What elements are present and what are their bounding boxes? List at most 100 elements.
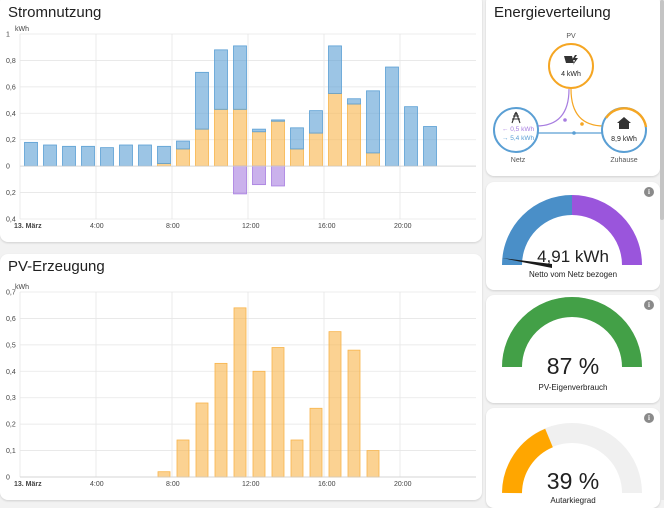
x-tick-label: 13. März	[14, 223, 42, 230]
bar-pv[interactable]	[366, 450, 380, 478]
bar-pv[interactable]	[176, 439, 190, 478]
bar-netz-bezogen[interactable]	[252, 128, 266, 133]
bar-netz-bezogen[interactable]	[214, 49, 228, 110]
bar-pv[interactable]	[309, 407, 323, 478]
gauge-label: Autarkiegrad	[550, 496, 596, 505]
gauge-needle	[502, 258, 552, 268]
bar-pv[interactable]	[252, 370, 266, 478]
bar-netz-bezogen[interactable]	[62, 145, 76, 167]
bar-netz-bezogen[interactable]	[404, 106, 418, 167]
bar-netz-bezogen[interactable]	[43, 144, 57, 167]
bar-netz-bezogen[interactable]	[119, 144, 133, 167]
gauge-value: 39 %	[546, 468, 600, 494]
bar-ins-netz-eingespeist[interactable]	[271, 165, 285, 187]
zuhause-node-value: 8,9 kWh	[611, 136, 637, 143]
x-tick-label: 8:00	[166, 223, 180, 230]
gauge-arc-value	[502, 297, 642, 368]
netz-node	[493, 107, 539, 153]
stromnutzung-card: Stromnutzung 1 0,8 0,6 0,4 0,2 0 0,2 0,4 kWh 13. …	[0, 0, 482, 242]
bar-pv[interactable]	[252, 131, 266, 167]
pv-erzeugung-chart[interactable]: 0,7 0,6 0,5 0,4 0,3 0,2 0,1 0 kWh 13. März 4:00 8:0…	[0, 254, 482, 500]
bar-netz-bezogen[interactable]	[271, 119, 285, 122]
netz-node-label: Netz	[511, 157, 526, 164]
energieverteilung-card: Energieverteilung PV 4 kWh ← 0,5 kWh → 5…	[486, 0, 660, 176]
gauge-arc-value	[502, 428, 554, 494]
y-axis-unit: kWh	[15, 284, 29, 291]
y-tick-label: 0,2	[6, 190, 16, 197]
bar-pv[interactable]	[157, 471, 171, 478]
x-tick-label: 16:00	[318, 223, 336, 230]
bar-netz-bezogen[interactable]	[328, 45, 342, 94]
autarkie-gauge	[502, 423, 642, 494]
bar-pv[interactable]	[195, 402, 209, 478]
bar-netz-bezogen[interactable]	[385, 66, 399, 167]
page-scrollbar[interactable]	[660, 0, 664, 500]
bar-netz-bezogen[interactable]	[195, 71, 209, 130]
gauge-card-eigenverbrauch: i 87 % PV-Eigenverbrauch	[486, 295, 660, 403]
bar-pv[interactable]	[290, 148, 304, 167]
stromnutzung-chart[interactable]: 1 0,8 0,6 0,4 0,2 0 0,2 0,4 kWh 13. März 4:00 8:00 1…	[0, 0, 482, 242]
gauge-arc-left	[502, 195, 573, 266]
pv-erzeugung-title: PV-Erzeugung	[8, 258, 105, 275]
info-icon[interactable]: i	[644, 413, 654, 423]
bar-ins-netz-eingespeist[interactable]	[252, 165, 266, 186]
bar-pv[interactable]	[214, 362, 228, 478]
x-tick-label: 20:00	[394, 223, 412, 230]
pv-node	[548, 43, 594, 89]
gauge-label: PV-Eigenverbrauch	[538, 383, 608, 392]
info-icon[interactable]: i	[644, 300, 654, 310]
bar-netz-bezogen[interactable]	[24, 141, 38, 167]
x-tick-label: 20:00	[394, 481, 412, 488]
x-tick-label: 12:00	[242, 481, 260, 488]
bar-pv[interactable]	[233, 307, 247, 478]
bar-pv[interactable]	[195, 128, 209, 167]
bar-netz-bezogen[interactable]	[347, 98, 361, 105]
netz-export-value: ← 0,5 kWh	[502, 126, 535, 133]
bar-pv[interactable]	[328, 331, 342, 478]
y-tick-label: 0,8	[6, 58, 16, 65]
scrollbar-thumb[interactable]	[660, 0, 664, 220]
y-axis-unit: kWh	[15, 26, 29, 33]
y-tick-label: 0,2	[6, 137, 16, 144]
gauge-label: Netto vom Netz bezogen	[528, 270, 618, 279]
bar-pv[interactable]	[328, 93, 342, 167]
pv-erzeugung-card: PV-Erzeugung 0,7 0,6 0,5 0,4 0,3 0,2 0,1 0 kWh 13…	[0, 254, 482, 500]
power-tower-icon	[511, 111, 521, 124]
bar-pv[interactable]	[366, 152, 380, 167]
bar-netz-bezogen[interactable]	[157, 145, 171, 164]
bar-netz-bezogen[interactable]	[138, 144, 152, 167]
y-tick-label: 0,5	[6, 342, 16, 349]
bar-pv[interactable]	[290, 439, 304, 478]
y-tick-label: 0,7	[6, 290, 16, 297]
bar-pv[interactable]	[347, 349, 361, 478]
bar-pv[interactable]	[214, 108, 228, 167]
bar-pv[interactable]	[176, 148, 190, 167]
y-tick-label: 0	[6, 164, 10, 171]
flow-pv-grid	[535, 88, 570, 127]
flow-dot-3	[572, 131, 576, 135]
bar-pv[interactable]	[271, 347, 285, 478]
bar-netz-bezogen[interactable]	[290, 127, 304, 150]
bar-pv[interactable]	[271, 120, 285, 167]
bar-ins-netz-eingespeist[interactable]	[233, 165, 247, 195]
home-icon	[617, 117, 631, 129]
bar-pv[interactable]	[309, 132, 323, 167]
flow-dot-1	[563, 118, 567, 122]
bar-pv[interactable]	[347, 103, 361, 167]
y-tick-label: 0,4	[6, 369, 16, 376]
bar-netz-bezogen[interactable]	[309, 110, 323, 134]
netz-import-value: → 5,4 kWh	[502, 135, 535, 142]
gauge-card-netto: i 4,91 kWh Netto vom Netz bezogen	[486, 182, 660, 290]
netto-gauge	[502, 195, 642, 268]
bar-pv[interactable]	[233, 108, 247, 167]
y-tick-label: 0,4	[6, 111, 16, 118]
info-icon[interactable]: i	[644, 187, 654, 197]
bar-netz-bezogen[interactable]	[366, 90, 380, 154]
eigenverbrauch-gauge	[502, 297, 642, 368]
bar-netz-bezogen[interactable]	[81, 145, 95, 167]
bar-netz-bezogen[interactable]	[233, 45, 247, 110]
bar-netz-bezogen[interactable]	[176, 140, 190, 150]
bar-netz-bezogen[interactable]	[423, 126, 437, 167]
bar-netz-bezogen[interactable]	[100, 147, 114, 167]
y-tick-label: 0,4	[6, 217, 16, 224]
